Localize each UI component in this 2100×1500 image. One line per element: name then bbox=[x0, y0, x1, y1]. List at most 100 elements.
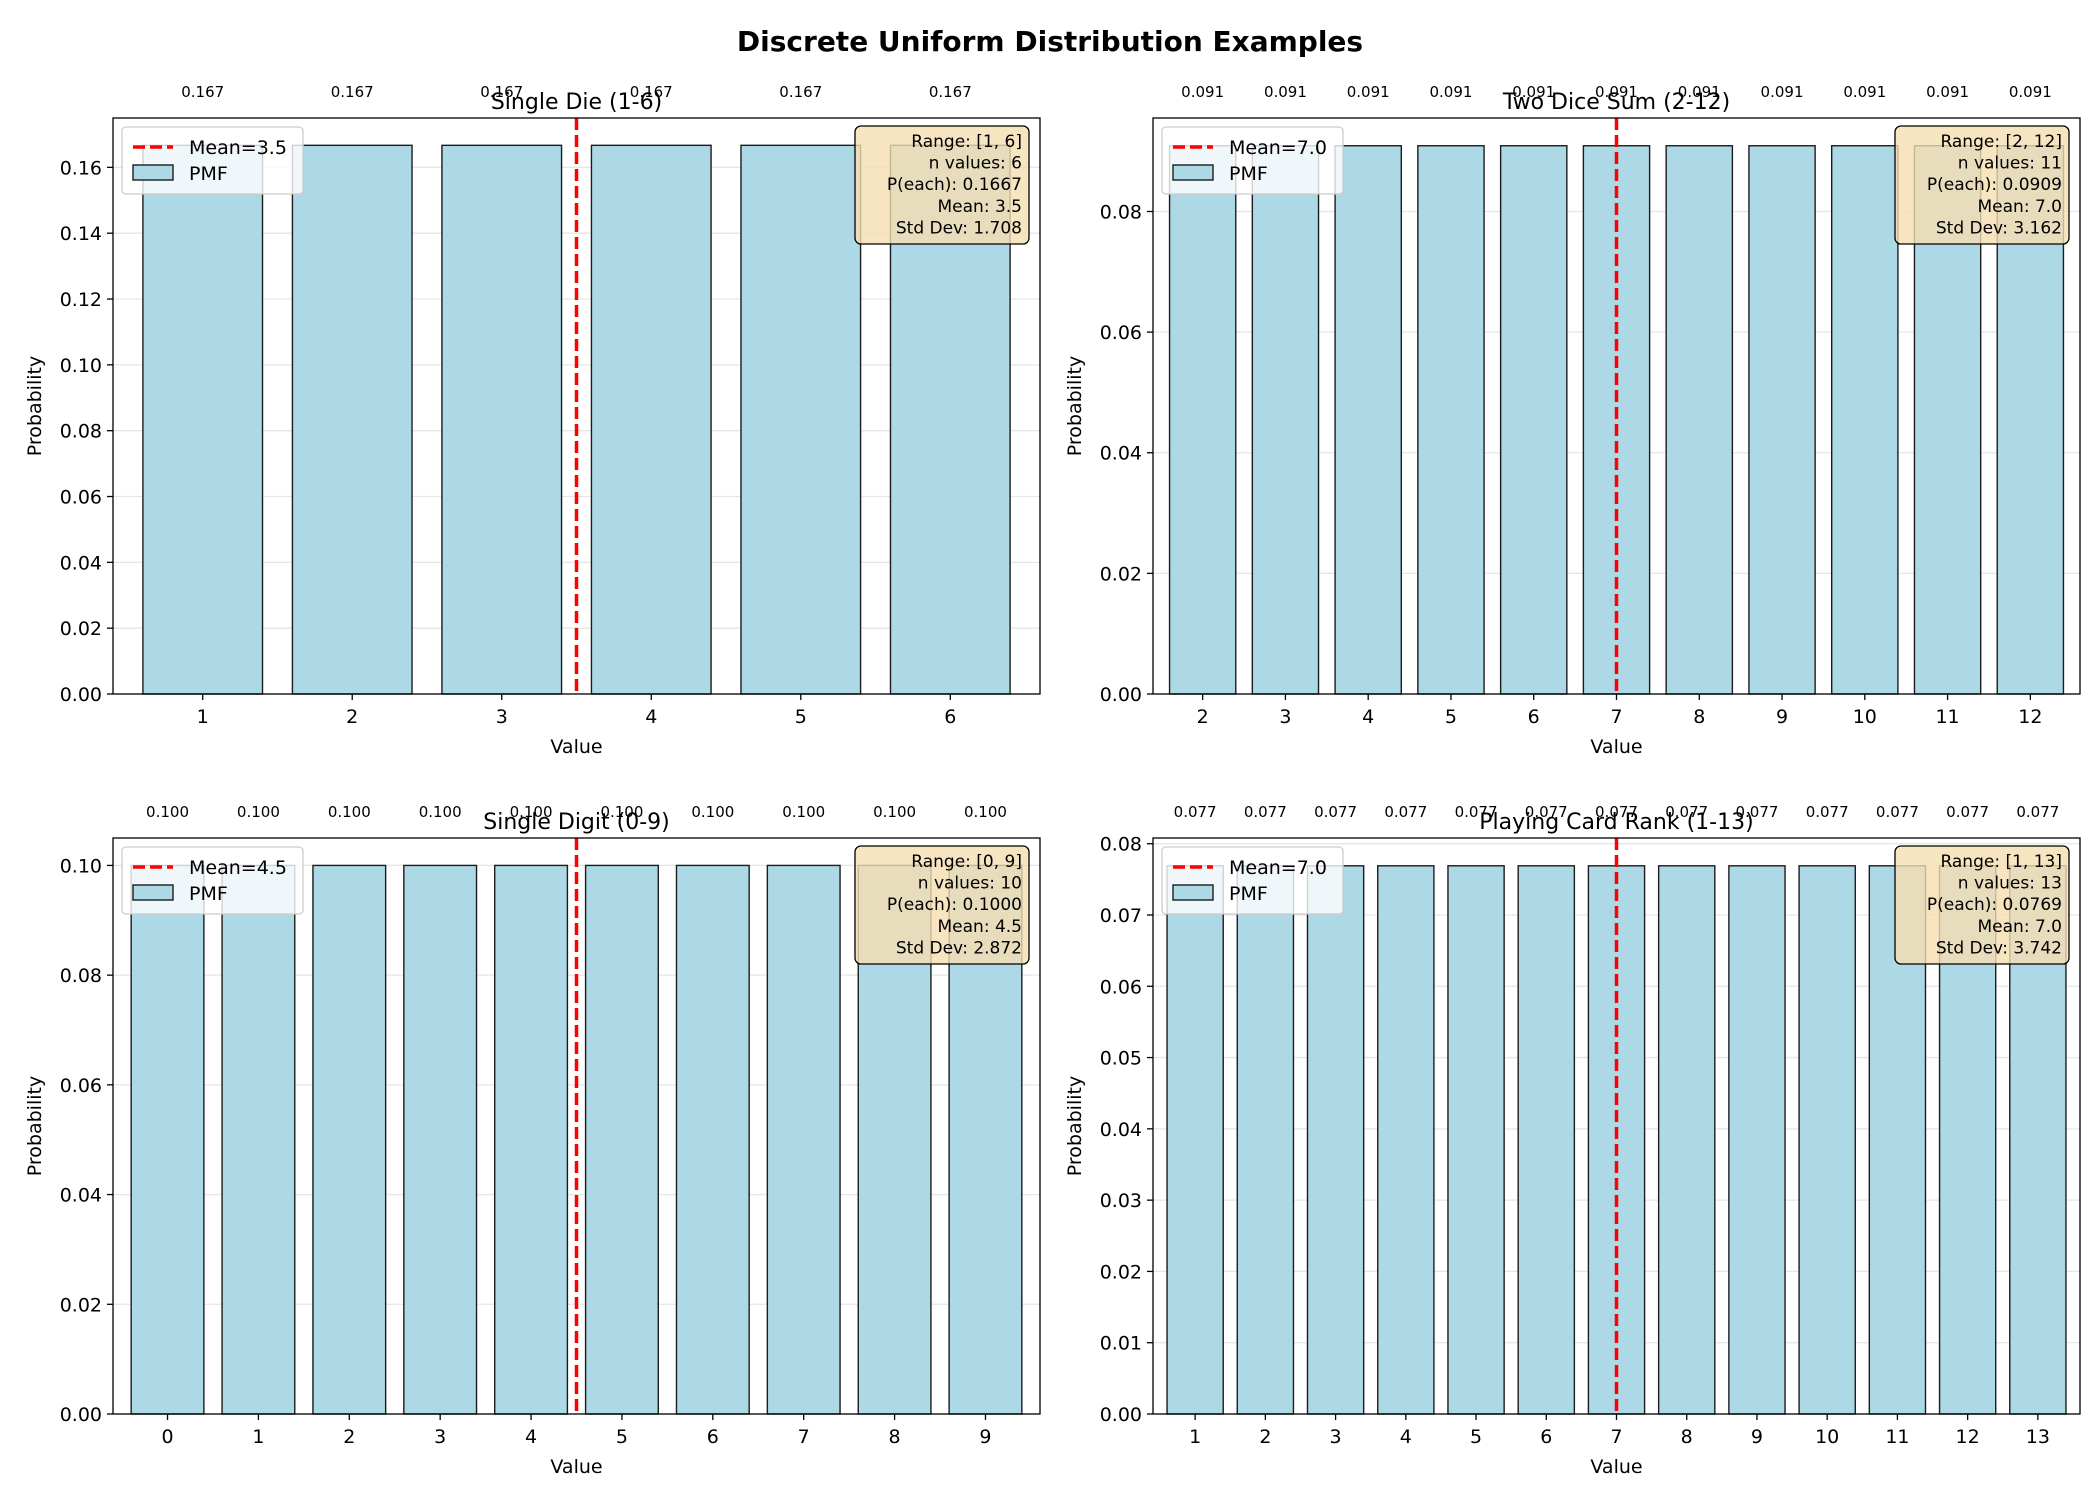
chart-1-x-tick-label: 4 bbox=[645, 706, 657, 728]
chart-2-bar-value-label: 0.091 bbox=[1843, 83, 1886, 101]
chart-3-legend-mean-label: Mean=4.5 bbox=[189, 857, 287, 879]
chart-3-bar bbox=[494, 864, 569, 1415]
chart-1-bar-value-label: 0.167 bbox=[331, 83, 374, 101]
chart-4-bar bbox=[1657, 865, 1716, 1415]
chart-1-title: Single Die (1-6) bbox=[491, 90, 662, 115]
chart-3-y-tick-label: 0.08 bbox=[60, 965, 102, 987]
chart-3-legend-pmf-label: PMF bbox=[189, 883, 228, 905]
chart-4-bar bbox=[1517, 865, 1576, 1415]
chart-4-x-tick-label: 6 bbox=[1540, 1426, 1552, 1448]
chart-1-stats-line: Range: [1, 6] bbox=[911, 132, 1022, 152]
chart-2-x-tick-label: 12 bbox=[2018, 706, 2042, 728]
chart-4-stats-line: Std Dev: 3.742 bbox=[1936, 938, 2062, 958]
chart-4-bar bbox=[1166, 865, 1224, 1415]
chart-4-bar-value-label: 0.077 bbox=[1455, 803, 1498, 821]
chart-1-stats-line: P(each): 0.1667 bbox=[887, 175, 1022, 195]
chart-4-bar-value-label: 0.077 bbox=[1735, 803, 1778, 821]
chart-3-stats-line: n values: 10 bbox=[918, 874, 1022, 894]
chart-4-bar-value-label: 0.077 bbox=[1876, 803, 1919, 821]
chart-3-x-tick-label: 6 bbox=[707, 1426, 719, 1448]
chart-1-bar-value-label: 0.167 bbox=[181, 83, 224, 101]
chart-4-x-tick-label: 4 bbox=[1400, 1426, 1412, 1448]
chart-3-bar-value-label: 0.100 bbox=[237, 803, 280, 821]
chart-1-x-tick-label: 5 bbox=[795, 706, 807, 728]
chart-1-bar-value-label: 0.167 bbox=[480, 83, 523, 101]
chart-2-bar bbox=[1499, 145, 1568, 695]
chart-4-bar bbox=[1728, 865, 1786, 1415]
chart-4-bar bbox=[1798, 865, 1856, 1415]
chart-2-stats-line: Mean: 7.0 bbox=[1978, 197, 2063, 217]
chart-2-stats-line: Std Dev: 3.162 bbox=[1936, 218, 2062, 238]
chart-3-bar bbox=[221, 864, 296, 1415]
chart-1-y-axis-label: Probability bbox=[24, 356, 46, 456]
chart-4-x-tick-label: 11 bbox=[1885, 1426, 1909, 1448]
chart-4-legend-pmf-label: PMF bbox=[1229, 883, 1268, 905]
chart-3-bar-value-label: 0.100 bbox=[510, 803, 553, 821]
chart-4-bar-value-label: 0.077 bbox=[1946, 803, 1989, 821]
chart-2-y-tick-label: 0.02 bbox=[1100, 563, 1142, 585]
chart-4-y-tick-label: 0.06 bbox=[1100, 976, 1142, 998]
chart-1-y-tick-label: 0.10 bbox=[60, 355, 102, 377]
chart-4-x-tick-label: 7 bbox=[1610, 1426, 1622, 1448]
chart-4-x-tick-label: 5 bbox=[1470, 1426, 1482, 1448]
chart-3-y-tick-label: 0.00 bbox=[60, 1404, 102, 1426]
chart-4-y-tick-label: 0.03 bbox=[1100, 1190, 1142, 1212]
chart-4-stats-line: n values: 13 bbox=[1958, 874, 2062, 894]
chart-1-y-tick-label: 0.06 bbox=[60, 487, 102, 509]
chart-3-x-tick-label: 4 bbox=[525, 1426, 537, 1448]
chart-1-y-tick-label: 0.04 bbox=[60, 552, 102, 574]
chart-2-stats-line: Range: [2, 12] bbox=[1940, 132, 2062, 152]
chart-3-stats-box bbox=[854, 845, 1030, 965]
chart-1-stats-box bbox=[854, 125, 1030, 245]
chart-3-bar bbox=[766, 864, 841, 1415]
chart-3-bar bbox=[584, 864, 659, 1415]
chart-4-bar-value-label: 0.077 bbox=[1525, 803, 1568, 821]
chart-3-x-tick-label: 9 bbox=[979, 1426, 991, 1448]
chart-2-stats-line: n values: 11 bbox=[1958, 154, 2062, 174]
chart-3-y-tick-label: 0.10 bbox=[60, 855, 102, 877]
chart-4-stats-line: Range: [1, 13] bbox=[1940, 852, 2062, 872]
chart-3-x-tick-label: 2 bbox=[343, 1426, 355, 1448]
chart-1-y-tick-label: 0.12 bbox=[60, 289, 102, 311]
chart-4-y-tick-label: 0.05 bbox=[1100, 1048, 1142, 1070]
chart-2-x-tick-label: 9 bbox=[1776, 706, 1788, 728]
chart-2-x-tick-label: 4 bbox=[1362, 706, 1374, 728]
chart-4-legend-mean-label: Mean=7.0 bbox=[1229, 857, 1327, 879]
chart-2-bar bbox=[1251, 145, 1320, 695]
chart-2-legend-pmf-swatch bbox=[1172, 164, 1214, 181]
chart-2-bar-value-label: 0.091 bbox=[1926, 83, 1969, 101]
chart-3-x-tick-label: 5 bbox=[616, 1426, 628, 1448]
chart-3-bar-value-label: 0.100 bbox=[146, 803, 189, 821]
chart-3-bar-value-label: 0.100 bbox=[600, 803, 643, 821]
chart-1-y-tick-label: 0.14 bbox=[60, 223, 102, 245]
chart-4-x-tick-label: 8 bbox=[1681, 1426, 1693, 1448]
chart-4-y-tick-label: 0.07 bbox=[1100, 905, 1142, 927]
chart-1-bar bbox=[590, 144, 712, 695]
chart-2-legend-mean-label: Mean=7.0 bbox=[1229, 137, 1327, 159]
chart-2-x-tick-label: 8 bbox=[1693, 706, 1705, 728]
chart-2-x-tick-label: 2 bbox=[1197, 706, 1209, 728]
chart-1-x-tick-label: 2 bbox=[346, 706, 358, 728]
chart-4-y-tick-label: 0.01 bbox=[1100, 1333, 1142, 1355]
chart-3-stats-line: Range: [0, 9] bbox=[911, 852, 1022, 872]
chart-1-axes-frame bbox=[112, 117, 1041, 695]
chart-3-bar-value-label: 0.100 bbox=[873, 803, 916, 821]
chart-1-y-tick-label: 0.16 bbox=[60, 157, 102, 179]
chart-1-stats-line: Std Dev: 1.708 bbox=[896, 218, 1022, 238]
chart-4-bar-value-label: 0.077 bbox=[1806, 803, 1849, 821]
chart-2-x-tick-label: 10 bbox=[1853, 706, 1877, 728]
chart-4-bar-value-label: 0.077 bbox=[1314, 803, 1357, 821]
chart-4-x-tick-label: 13 bbox=[2026, 1426, 2050, 1448]
chart-2-y-axis-label: Probability bbox=[1064, 356, 1086, 456]
chart-2-bar-value-label: 0.091 bbox=[1181, 83, 1224, 101]
chart-4-x-tick-label: 9 bbox=[1751, 1426, 1763, 1448]
chart-1-x-tick-label: 1 bbox=[197, 706, 209, 728]
chart-3-bar-value-label: 0.100 bbox=[964, 803, 1007, 821]
chart-3-bar bbox=[675, 864, 750, 1415]
chart-4-x-tick-label: 3 bbox=[1330, 1426, 1342, 1448]
chart-3-stats-line: Mean: 4.5 bbox=[938, 917, 1023, 937]
chart-2-stats-line: P(each): 0.0909 bbox=[1927, 175, 2062, 195]
chart-3-legend-pmf-swatch bbox=[132, 884, 174, 901]
